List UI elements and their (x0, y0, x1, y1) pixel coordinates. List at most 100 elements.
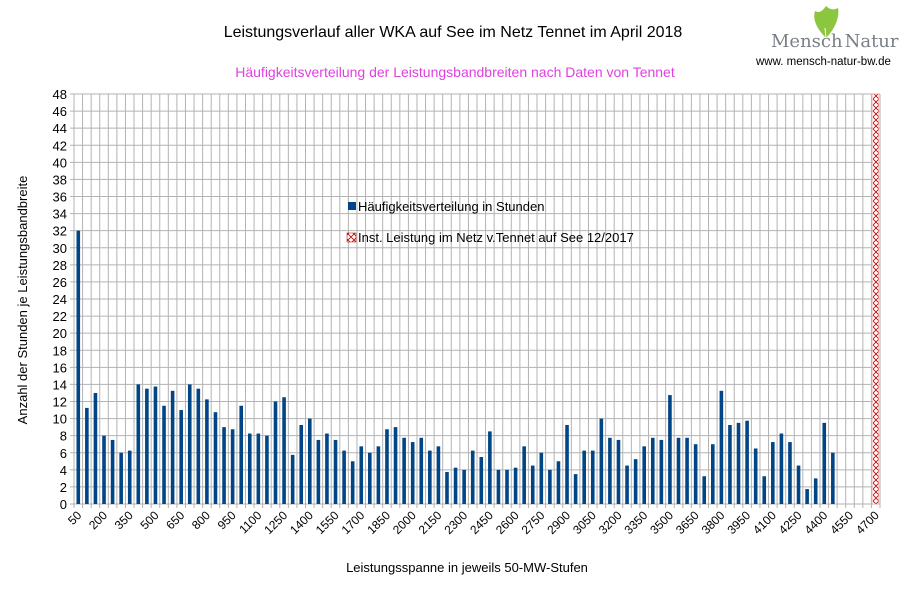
bar (350, 461, 355, 504)
bar (333, 439, 338, 504)
y-tick-label: 46 (53, 104, 67, 119)
bar (179, 410, 183, 504)
bar (488, 431, 492, 504)
bar (556, 461, 561, 504)
y-tick-label: 18 (53, 343, 67, 358)
y-tick-label: 28 (53, 258, 67, 273)
bar (796, 465, 801, 504)
bar (590, 450, 595, 504)
bar (522, 446, 526, 504)
bar (256, 433, 261, 504)
bar (436, 446, 441, 504)
x-tick-label: 2150 (416, 508, 445, 537)
bar (470, 450, 475, 504)
y-tick-label: 32 (53, 224, 67, 239)
y-tick-label: 24 (53, 292, 67, 307)
legend-label-installed-capacity: Inst. Leistung im Netz v.Tennet auf See … (358, 230, 634, 245)
bar (582, 450, 586, 504)
bar (307, 418, 312, 504)
chart-title: Leistungsverlauf aller WKA auf See im Ne… (224, 24, 683, 41)
x-tick-label: 50 (65, 508, 85, 528)
ginkgo-leaf-icon (814, 6, 839, 39)
x-tick-label: 4250 (776, 508, 805, 537)
bar (239, 405, 244, 504)
bar (428, 450, 432, 504)
y-tick-label: 30 (53, 241, 67, 256)
legend-item-installed-capacity: Inst. Leistung im Netz v.Tennet auf See … (346, 230, 634, 245)
x-tick-label: 3500 (647, 508, 676, 537)
bar (616, 439, 621, 504)
x-tick-label: 2600 (493, 508, 522, 537)
bar (728, 424, 732, 504)
legend-label-frequency: Häufigkeitsverteilung in Stunden (358, 199, 544, 214)
y-tick-label: 44 (53, 121, 67, 136)
y-tick-label: 10 (53, 412, 67, 427)
bar (213, 412, 218, 504)
bar (693, 444, 698, 504)
x-tick-label: 4550 (827, 508, 856, 537)
bar (805, 489, 809, 504)
bar (316, 439, 321, 504)
bar (299, 424, 304, 504)
bar (676, 437, 681, 504)
bar (230, 429, 235, 504)
bar (642, 446, 647, 504)
y-tick-label: 40 (53, 155, 67, 170)
bar (265, 435, 269, 504)
logo: Mensch Natur www. mensch-natur-bw.de (755, 6, 899, 68)
legend: Häufigkeitsverteilung in Stunden Inst. L… (346, 199, 634, 245)
bar (247, 433, 252, 504)
bar (788, 442, 792, 504)
x-tick-label: 3200 (596, 508, 625, 537)
bar (702, 476, 707, 504)
bar (762, 476, 767, 504)
x-axis-ticks: 50 200 350 500 650 800 95011001250140015501700… (65, 508, 882, 537)
bar (505, 469, 509, 504)
bar (385, 429, 389, 504)
y-axis-ticks: 0246810121416182022242628303234363840424… (53, 87, 67, 512)
y-tick-label: 12 (53, 395, 67, 410)
bar (325, 433, 329, 504)
x-tick-label: 4700 (853, 508, 882, 537)
x-tick-label: 2000 (390, 508, 419, 537)
x-tick-label: 800 (189, 508, 213, 532)
bar (393, 427, 398, 504)
bar (599, 418, 604, 504)
bar (771, 442, 775, 504)
legend-item-frequency: Häufigkeitsverteilung in Stunden (348, 199, 544, 214)
bar (659, 439, 664, 504)
bar (187, 384, 192, 504)
bar (513, 467, 518, 504)
bar (530, 465, 535, 504)
bars (76, 93, 879, 505)
bar (273, 401, 278, 504)
bar (76, 230, 81, 504)
bar (668, 395, 672, 504)
x-tick-label: 1700 (339, 508, 368, 537)
bar (779, 433, 784, 504)
bar (419, 437, 424, 504)
bar (548, 469, 552, 504)
y-tick-label: 36 (53, 190, 67, 205)
bar (402, 437, 406, 504)
x-tick-label: 2750 (519, 508, 548, 537)
x-tick-label: 4400 (802, 508, 831, 537)
logo-url: www. mensch-natur-bw.de (755, 56, 891, 68)
x-tick-label: 500 (138, 508, 162, 532)
bar (608, 437, 612, 504)
bar (153, 386, 158, 504)
y-tick-label: 26 (53, 275, 67, 290)
y-tick-label: 6 (60, 446, 67, 461)
y-tick-label: 48 (53, 87, 67, 102)
bar (831, 452, 835, 504)
bar (145, 388, 149, 504)
bar (290, 454, 295, 504)
bar (479, 457, 484, 504)
y-tick-label: 20 (53, 326, 67, 341)
y-tick-label: 0 (60, 497, 67, 512)
bar (205, 399, 209, 504)
bar (753, 448, 758, 504)
y-tick-label: 4 (60, 463, 67, 478)
bar (565, 424, 569, 504)
